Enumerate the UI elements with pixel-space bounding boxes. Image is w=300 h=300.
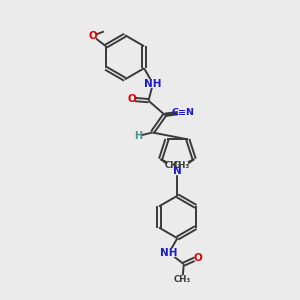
- Text: O: O: [88, 31, 97, 41]
- FancyBboxPatch shape: [89, 32, 96, 40]
- Text: N: N: [173, 166, 182, 176]
- FancyBboxPatch shape: [174, 167, 181, 175]
- FancyBboxPatch shape: [147, 79, 159, 88]
- FancyBboxPatch shape: [128, 95, 135, 103]
- Text: C≡N: C≡N: [172, 108, 194, 117]
- Text: CH₃: CH₃: [165, 161, 182, 170]
- FancyBboxPatch shape: [163, 249, 175, 257]
- FancyBboxPatch shape: [174, 162, 188, 170]
- Text: CH₃: CH₃: [172, 161, 190, 170]
- FancyBboxPatch shape: [176, 275, 189, 284]
- FancyBboxPatch shape: [167, 162, 180, 170]
- Text: O: O: [194, 253, 202, 262]
- Text: O: O: [127, 94, 136, 104]
- FancyBboxPatch shape: [135, 132, 142, 140]
- Text: H: H: [134, 131, 142, 141]
- FancyBboxPatch shape: [194, 254, 202, 261]
- FancyBboxPatch shape: [178, 109, 188, 116]
- Text: CH₃: CH₃: [174, 275, 191, 284]
- Text: NH: NH: [160, 248, 178, 258]
- Text: NH: NH: [144, 79, 162, 88]
